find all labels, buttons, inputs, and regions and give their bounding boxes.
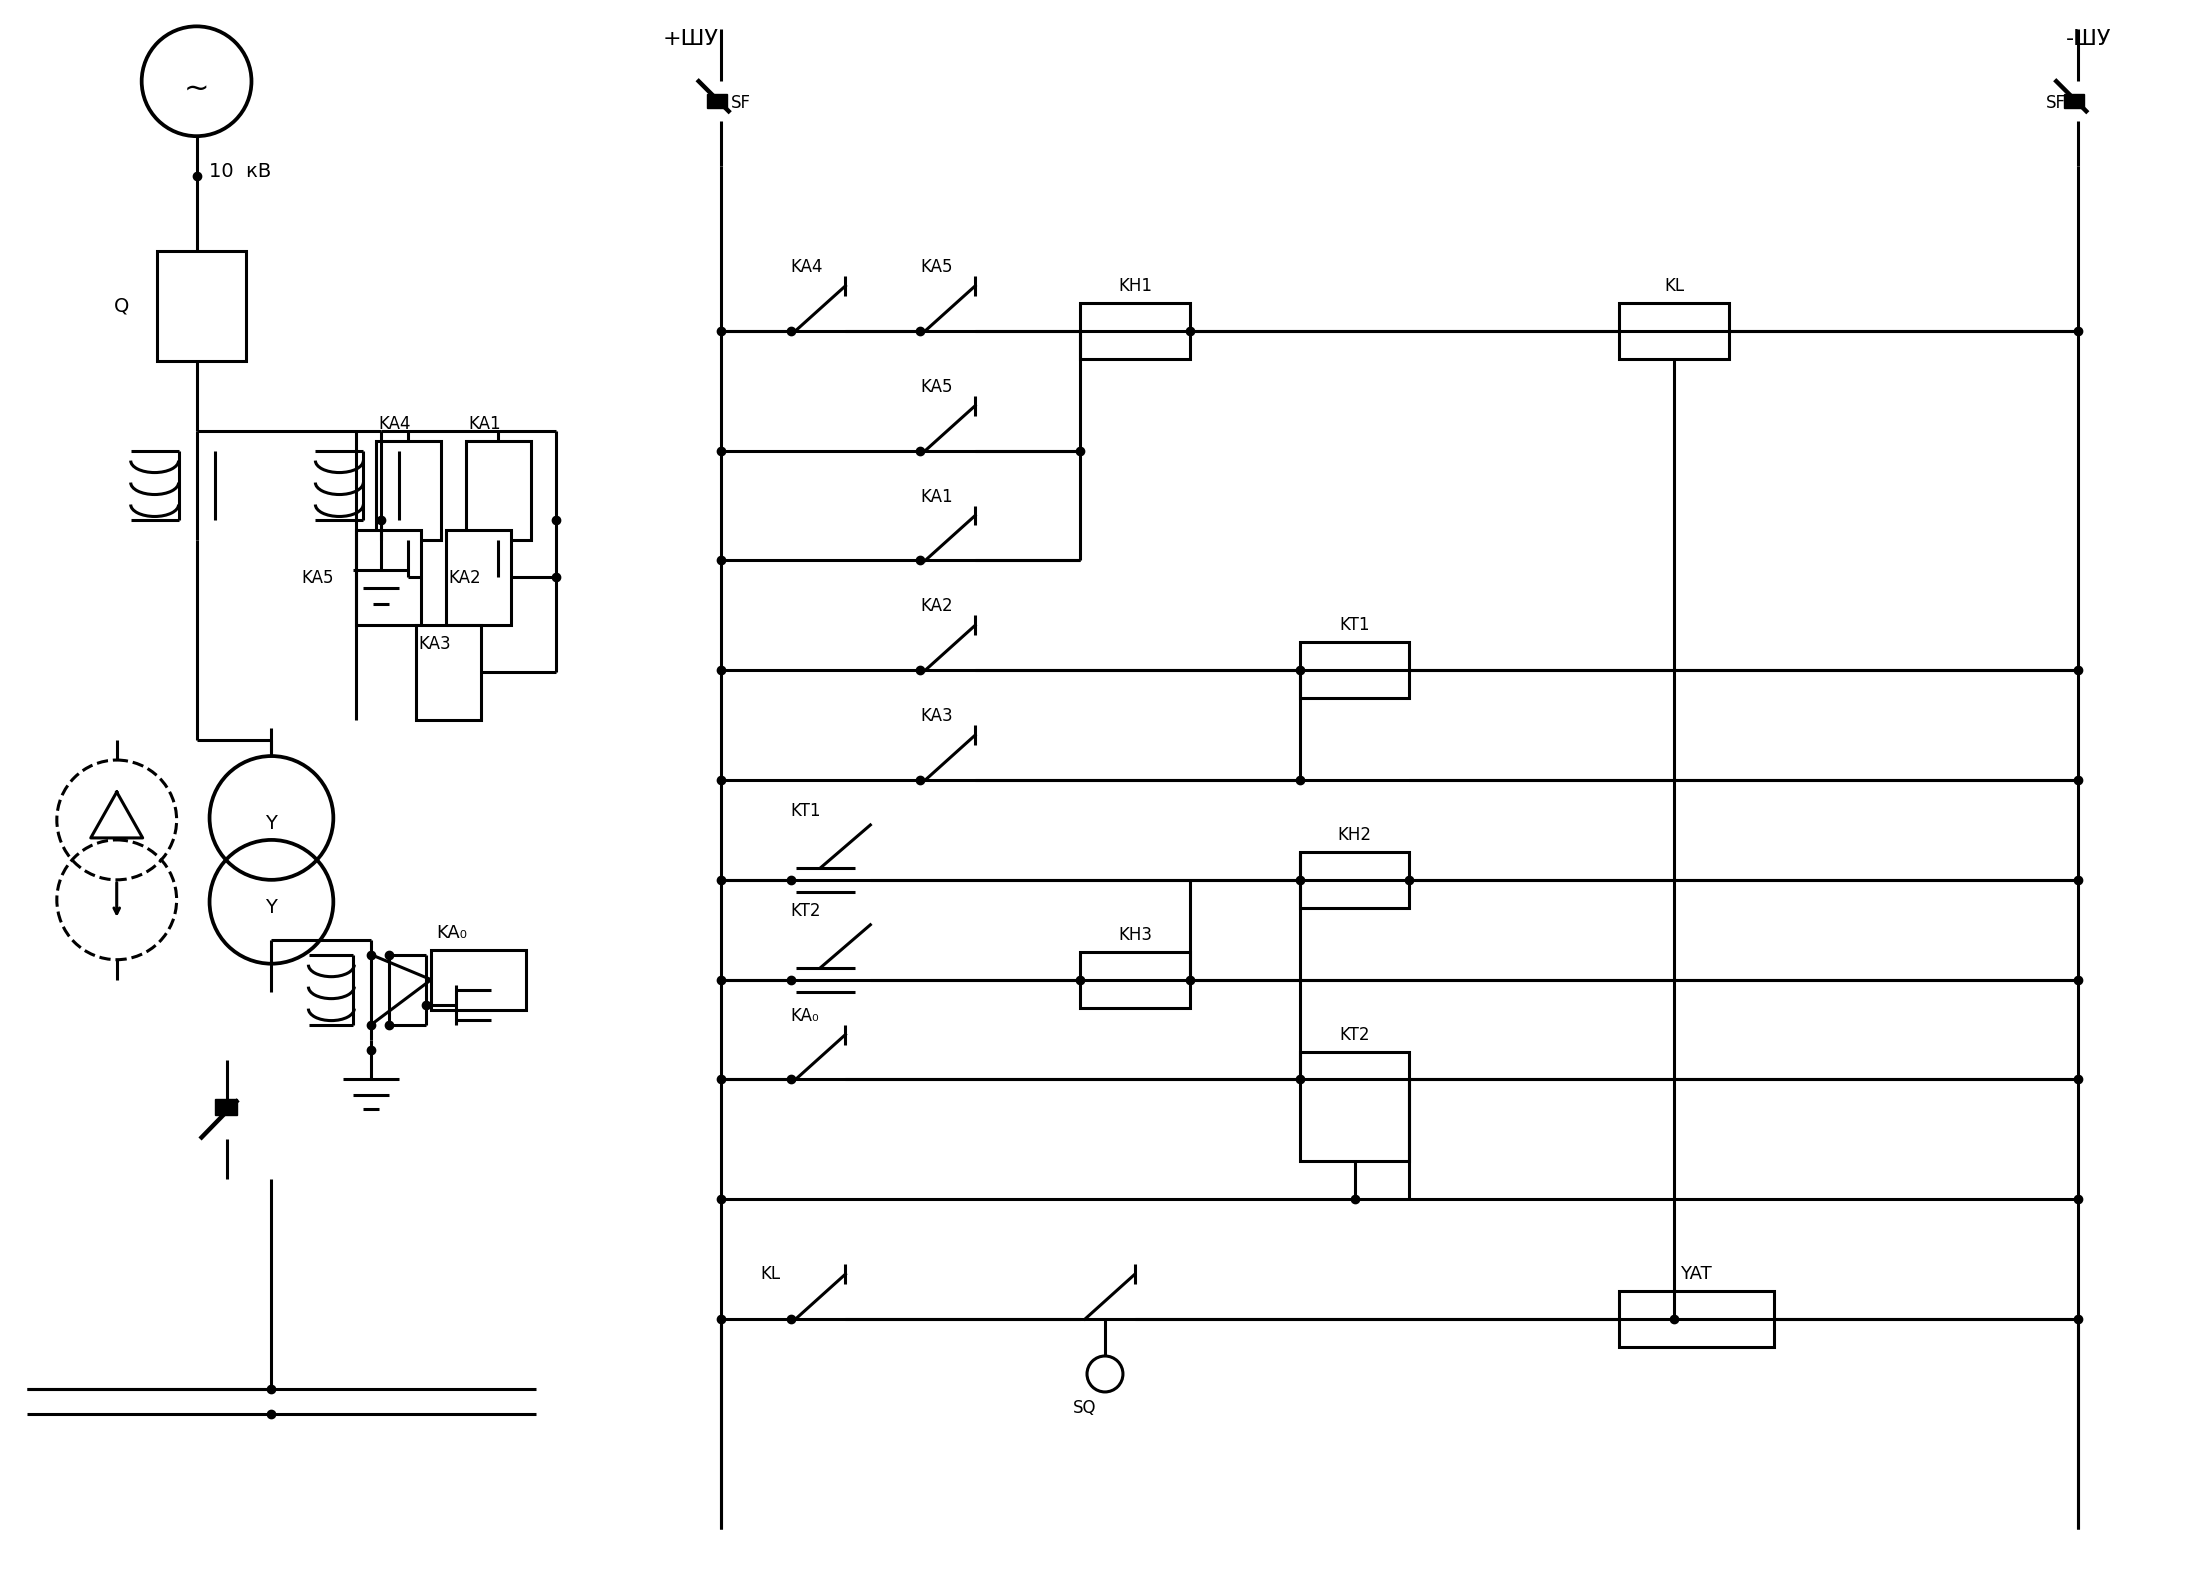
Text: ~: ~ bbox=[184, 74, 210, 104]
Bar bbox=[706, 95, 726, 109]
Text: KA5: KA5 bbox=[920, 257, 953, 276]
Bar bbox=[466, 441, 531, 540]
Bar bbox=[157, 251, 247, 360]
Bar bbox=[415, 625, 481, 720]
Text: KA4: KA4 bbox=[378, 415, 411, 433]
Text: -ШУ: -ШУ bbox=[2066, 30, 2112, 49]
Bar bbox=[1301, 853, 1410, 908]
Text: KT2: KT2 bbox=[1340, 1025, 1371, 1044]
Text: Q: Q bbox=[114, 297, 129, 316]
Text: KA5: KA5 bbox=[302, 570, 334, 587]
Bar bbox=[1620, 1292, 1773, 1347]
Text: 10  кВ: 10 кВ bbox=[208, 161, 271, 180]
Text: KA5: KA5 bbox=[920, 377, 953, 396]
Bar bbox=[1301, 643, 1410, 698]
Text: KT1: KT1 bbox=[1340, 616, 1371, 635]
Text: KA2: KA2 bbox=[448, 570, 481, 587]
Bar bbox=[1620, 303, 1729, 358]
Text: KA3: KA3 bbox=[920, 707, 953, 725]
Text: KA3: KA3 bbox=[418, 635, 450, 654]
Bar bbox=[1080, 952, 1189, 1007]
Text: KL: KL bbox=[761, 1265, 780, 1284]
Text: Y: Y bbox=[265, 815, 278, 834]
Bar bbox=[1080, 303, 1189, 358]
Text: KH3: KH3 bbox=[1117, 925, 1152, 944]
Bar bbox=[431, 949, 527, 1009]
Text: KA1: KA1 bbox=[920, 488, 953, 505]
Text: Y: Y bbox=[265, 898, 278, 917]
Text: KA4: KA4 bbox=[791, 257, 824, 276]
Text: KA2: KA2 bbox=[920, 597, 953, 616]
Text: SF: SF bbox=[2046, 95, 2066, 112]
Text: KA₀: KA₀ bbox=[437, 924, 468, 941]
Text: KH2: KH2 bbox=[1338, 826, 1371, 843]
Text: +ШУ: +ШУ bbox=[662, 30, 719, 49]
Bar bbox=[214, 1099, 236, 1115]
Bar bbox=[2064, 95, 2083, 109]
Text: KT2: KT2 bbox=[791, 902, 822, 921]
Bar bbox=[446, 531, 512, 625]
Text: SF: SF bbox=[730, 95, 750, 112]
Text: KT1: KT1 bbox=[791, 802, 822, 820]
Text: KA1: KA1 bbox=[468, 415, 501, 433]
Text: SQ: SQ bbox=[1073, 1399, 1097, 1416]
Text: KA₀: KA₀ bbox=[791, 1006, 820, 1025]
Bar bbox=[356, 531, 422, 625]
Text: KL: KL bbox=[1664, 276, 1683, 295]
Text: YAT: YAT bbox=[1681, 1265, 1712, 1284]
Bar bbox=[376, 441, 442, 540]
Text: KH1: KH1 bbox=[1117, 276, 1152, 295]
Bar bbox=[1301, 1052, 1410, 1161]
